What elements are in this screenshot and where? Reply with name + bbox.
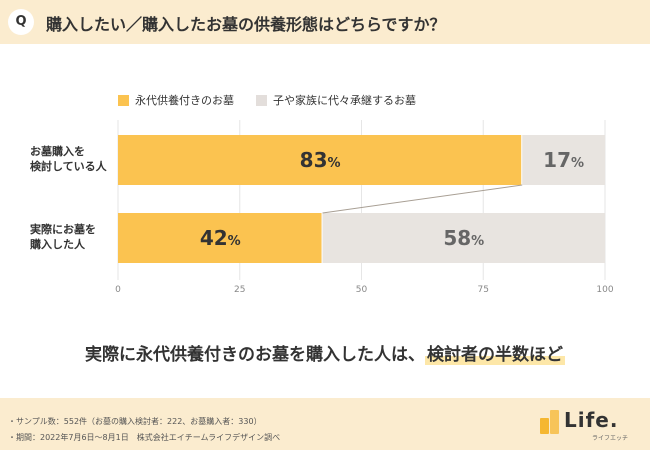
logo-subtext: ライフエッチ: [592, 435, 629, 442]
connector-line: [322, 184, 523, 214]
category-label-1-line-1: 購入した人: [29, 237, 86, 251]
question-badge: Q: [8, 9, 34, 35]
category-label-0-line-0: お墓購入を: [30, 144, 85, 158]
category-label-0-line-1: 検討している人: [30, 159, 108, 173]
question-text: 購入したい／購入したお墓の供養形態はどちらですか？: [46, 15, 446, 34]
x-tick-label-50: 50: [356, 285, 368, 295]
legend-swatch-eitai: [118, 94, 129, 106]
x-tick-label-25: 25: [234, 285, 245, 295]
data-label-0-series-1: 17%: [543, 148, 584, 172]
conclusion-main: 実際に永代供養付きのお墓を購入した人は、: [85, 345, 425, 365]
legend-item-eitai: 永代供養付きのお墓: [118, 92, 234, 108]
data-label-1-series-0: 42%: [200, 226, 241, 250]
x-tick-label-100: 100: [596, 285, 613, 295]
footer: ・サンプル数：552件（お墓の購入検討者：222、お墓購入者：330） ・期間：…: [0, 398, 650, 450]
conclusion-highlight: 検討者の半数ほど: [425, 345, 565, 365]
bar-1-series-0: [118, 213, 322, 263]
footer-notes: ・サンプル数：552件（お墓の購入検討者：222、お墓購入者：330） ・期間：…: [8, 414, 280, 446]
legend-swatch-family: [256, 94, 267, 106]
note-sample: ・サンプル数：552件（お墓の購入検討者：222、お墓購入者：330）: [8, 417, 262, 426]
question-header: Q 購入したい／購入したお墓の供養形態はどちらですか？: [0, 0, 650, 44]
legend-label-eitai: 永代供養付きのお墓: [135, 94, 234, 107]
legend-item-family: 子や家族に代々承継するお墓: [256, 92, 416, 108]
logo-wordmark: Life.: [564, 408, 619, 432]
bar-0-series-0: [118, 135, 522, 185]
bar-1-series-1: [322, 213, 605, 263]
life-logo: Life. ライフエッチ: [540, 408, 640, 444]
chart-legend: 永代供養付きのお墓 子や家族に代々承継するお墓: [118, 92, 438, 108]
category-label-1-line-0: 実際にお墓を: [30, 222, 96, 236]
note-period: ・期間：2022年7月6日〜8月1日 株式会社エイチームライフデザイン調べ: [8, 433, 281, 442]
x-tick-label-0: 0: [115, 285, 121, 295]
bar-0-series-1: [522, 135, 605, 185]
data-label-0-series-0: 83%: [300, 148, 341, 172]
legend-label-family: 子や家族に代々承継するお墓: [273, 94, 416, 107]
logo-mark-icon: [540, 410, 560, 436]
conclusion-text: 実際に永代供養付きのお墓を購入した人は、 検討者の半数ほど: [0, 340, 650, 365]
data-label-1-series-1: 58%: [443, 226, 484, 250]
x-tick-label-75: 75: [478, 285, 489, 295]
